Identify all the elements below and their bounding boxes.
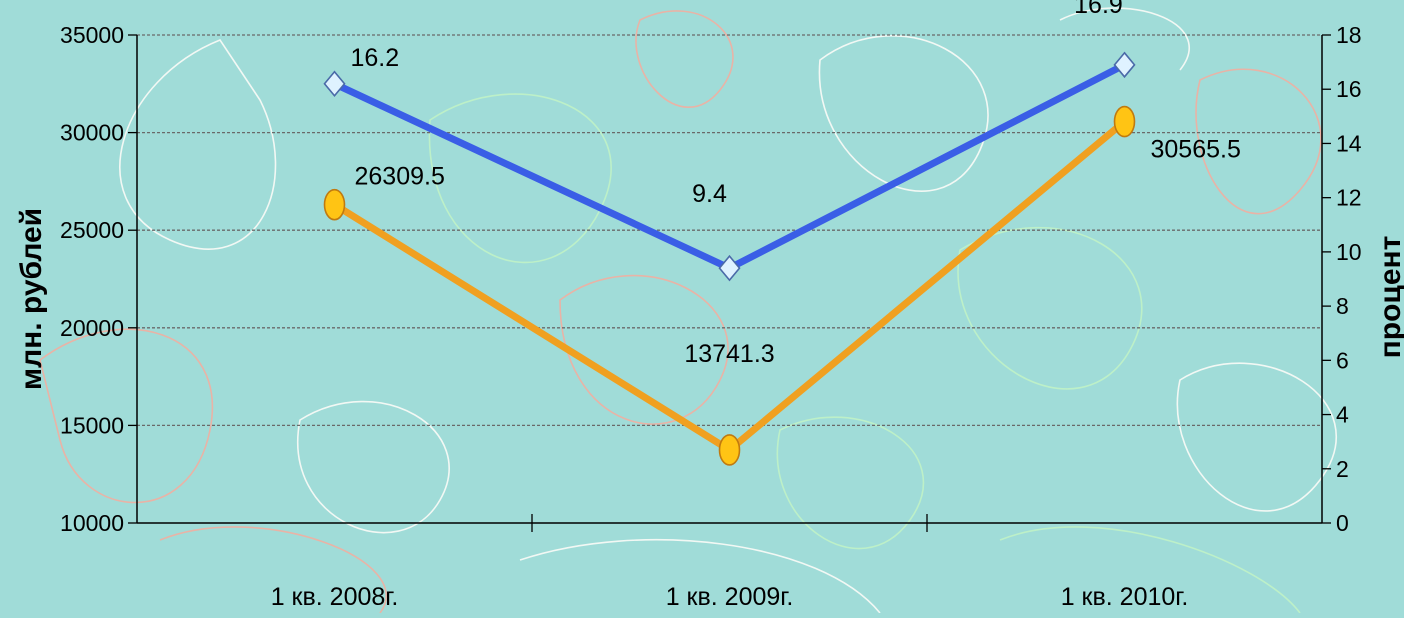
y-left-tick-label: 15000 [60, 412, 124, 438]
x-tick-label: 1 кв. 2010г. [1061, 583, 1189, 611]
data-point-diamond [323, 70, 346, 98]
y-right-tick-label: 6 [1336, 347, 1349, 373]
series-2-line [331, 118, 1128, 454]
series-2 [323, 105, 1136, 466]
y-left-tick-label: 10000 [60, 510, 124, 536]
y-right-tick-label: 8 [1336, 293, 1349, 319]
y-right-tick-label: 10 [1336, 239, 1362, 265]
data-point-diamond [1113, 51, 1136, 79]
x-tick-label: 1 кв. 2009г. [666, 583, 794, 611]
y-right-tick-label: 4 [1336, 402, 1349, 428]
y-left-axis-title: млн. рублей [15, 208, 48, 390]
y-right-tick-label: 14 [1336, 130, 1362, 156]
background-decoration [39, 7, 1337, 614]
data-point-circle [1113, 105, 1136, 138]
y-left-tick-label: 30000 [60, 120, 124, 146]
y-right-tick-label: 18 [1336, 22, 1362, 48]
series-1-line [331, 61, 1128, 272]
data-point-circle [718, 434, 741, 466]
data-point-diamond [718, 254, 741, 282]
y-left-tick-label: 25000 [60, 217, 124, 243]
series-layer [323, 51, 1136, 466]
series-1 [323, 51, 1136, 282]
y-right-tick-label: 16 [1336, 76, 1362, 102]
data-label: 16.2 [351, 44, 400, 72]
axes: 10000 15000 20000 25000 30000 35000 0 2 4 6 8 10 12 1… [15, 22, 1404, 611]
data-label: 16.9 [1074, 0, 1123, 19]
y-right-tick-label: 12 [1336, 185, 1362, 211]
data-label: 26309.5 [355, 163, 445, 191]
labels-layer: 16.2 9.4 16.9 26309.5 13741.3 30565.5 [351, 0, 1241, 368]
y-left-tick-label: 20000 [60, 315, 124, 341]
data-label: 30565.5 [1151, 136, 1241, 164]
y-right-tick-label: 2 [1336, 456, 1349, 482]
y-left-tick-label: 35000 [60, 22, 124, 48]
y-right-tick-label: 0 [1336, 510, 1349, 536]
data-label: 9.4 [692, 180, 727, 208]
data-label: 13741.3 [684, 340, 774, 368]
data-point-circle [323, 188, 346, 221]
y-right-axis-title: процент [1374, 236, 1404, 359]
x-tick-label: 1 кв. 2008г. [271, 583, 399, 611]
